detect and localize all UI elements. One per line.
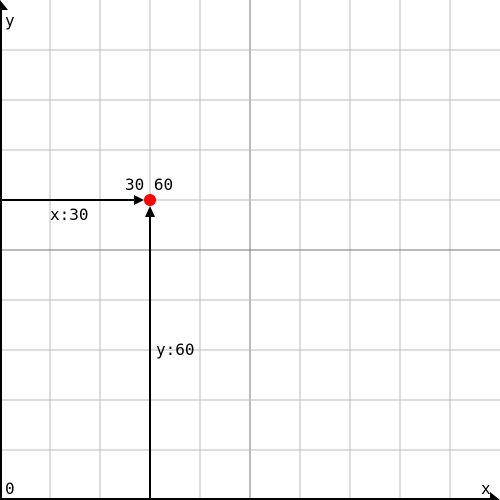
y-axis-arrowhead — [0, 0, 8, 10]
x-axis-label: x — [481, 479, 491, 498]
y-axis-label: y — [5, 11, 15, 30]
x-guide-label: x:30 — [50, 205, 89, 224]
x-guide-arrowhead — [134, 195, 144, 205]
plotted-point[interactable] — [144, 194, 156, 206]
point-coordinate-label: 30 60 — [125, 175, 173, 194]
y-guide-label: y:60 — [156, 340, 195, 359]
point-guides — [0, 195, 155, 500]
x-axis-arrowhead — [490, 492, 500, 500]
y-guide-arrowhead — [145, 206, 155, 217]
origin-label: 0 — [5, 479, 15, 498]
